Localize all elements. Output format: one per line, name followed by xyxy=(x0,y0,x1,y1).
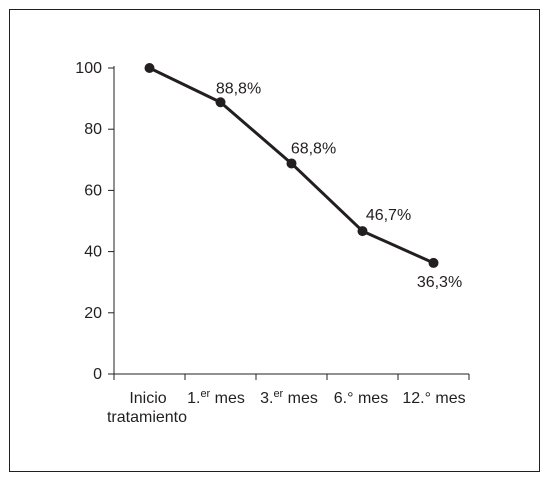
y-tick-label: 60 xyxy=(84,182,102,199)
x-tick-label-main: 1. xyxy=(187,390,200,407)
x-tick-label-main: 6.° mes xyxy=(334,390,388,407)
x-tick-label: 3.er mes xyxy=(260,388,318,407)
data-point xyxy=(357,226,368,237)
data-label: 36,3% xyxy=(417,274,462,291)
data-label: 88,8% xyxy=(216,80,261,97)
x-tick-label: 1.er mes xyxy=(187,388,245,407)
data-point xyxy=(286,158,297,169)
x-tick-label: 12.° mes xyxy=(402,390,465,407)
data-point xyxy=(428,257,439,268)
x-tick-label-line: Inicio xyxy=(129,390,166,407)
data-point xyxy=(215,97,226,108)
x-tick-label-rest: mes xyxy=(283,390,318,407)
x-tick-label: Inicio tratamiento xyxy=(107,390,187,426)
y-tick-label: 20 xyxy=(84,305,102,322)
y-tick-label: 100 xyxy=(75,60,102,77)
x-tick-label: 6.° mes xyxy=(334,390,388,407)
x-tick-label-sup: er xyxy=(273,388,283,400)
x-tick-label-line: tratamiento xyxy=(107,409,187,426)
series-line xyxy=(144,63,439,268)
y-tick-label: 0 xyxy=(93,366,102,383)
x-tick-label-rest: mes xyxy=(210,390,245,407)
data-point xyxy=(144,63,155,73)
y-tick-label: 80 xyxy=(84,121,102,138)
y-tick-label: 40 xyxy=(84,244,102,261)
chart-frame xyxy=(9,9,540,472)
data-label: 68,8% xyxy=(291,140,336,157)
x-tick-label-main: 12.° mes xyxy=(402,390,465,407)
axes: 0 20 40 60 80 100 xyxy=(75,60,470,383)
x-tick-label-sup: er xyxy=(200,388,210,400)
x-tick-label-main: 3. xyxy=(260,390,273,407)
data-label: 46,7% xyxy=(366,207,411,224)
